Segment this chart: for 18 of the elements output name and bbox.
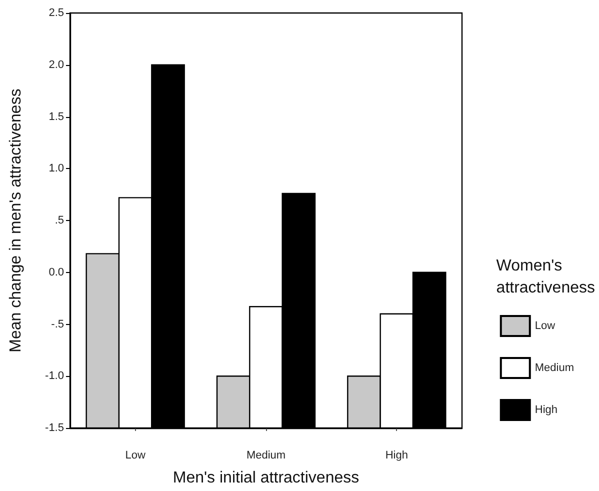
y-axis-title: Mean change in men's attractiveness — [8, 88, 24, 352]
x-tick-label: High — [385, 450, 408, 462]
y-tick-label: 1.0 — [48, 162, 64, 175]
x-tick-label: Medium — [246, 450, 286, 462]
y-tick-label: 1.5 — [48, 110, 64, 123]
legend-label: Low — [534, 320, 556, 332]
x-tick-label: Low — [125, 450, 146, 462]
y-tick-label: -.5 — [51, 318, 64, 330]
y-tick-label: -1.5 — [45, 422, 64, 434]
legend-label: High — [534, 404, 558, 416]
y-tick-label: .5 — [54, 214, 64, 226]
y-tick-label: 0.0 — [48, 266, 64, 278]
y-tick-label: 2.0 — [48, 58, 64, 71]
legend-label: Medium — [534, 362, 574, 374]
x-axis-title: Men's initial attractiveness — [172, 470, 360, 486]
legend-title: Women's attractiveness — [496, 258, 596, 296]
y-tick-label: -1.0 — [45, 370, 64, 382]
y-tick-label: 2.5 — [48, 7, 64, 19]
